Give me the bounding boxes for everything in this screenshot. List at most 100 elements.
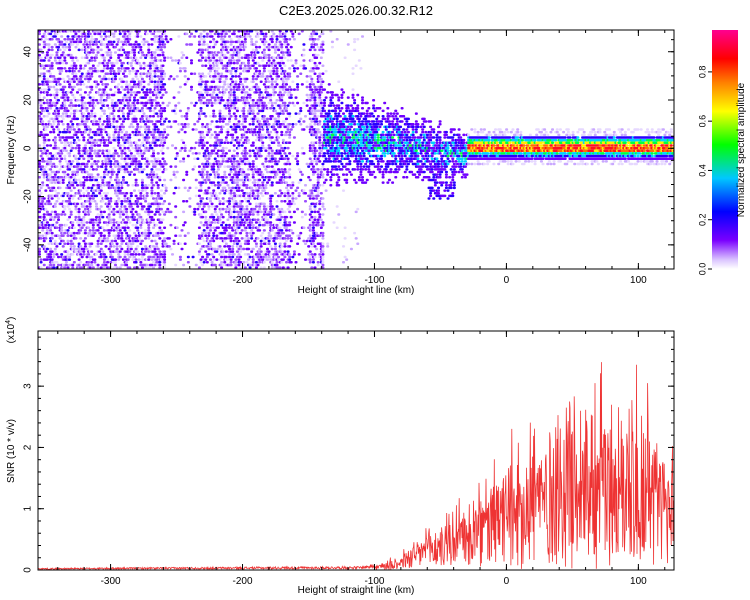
heatmap-cell: [117, 199, 121, 203]
heatmap-cell: [216, 168, 220, 171]
heatmap-cell: [247, 215, 251, 219]
heatmap-cell: [106, 154, 110, 158]
heatmap-cell: [229, 43, 233, 46]
heatmap-cell: [209, 64, 213, 68]
heatmap-cell: [72, 128, 76, 131]
heatmap-cell: [185, 43, 189, 46]
heatmap-cell: [96, 122, 100, 126]
heatmap-cell: [197, 253, 201, 256]
heatmap-cell: [52, 75, 56, 78]
heatmap-cell: [258, 261, 262, 264]
heatmap-cell: [134, 247, 138, 251]
heatmap-cell: [136, 226, 140, 230]
heatmap-cell: [147, 136, 151, 139]
heatmap-cell: [72, 234, 76, 237]
heatmap-cell: [134, 234, 138, 237]
heatmap-cell: [82, 194, 86, 198]
heatmap-cell: [240, 213, 244, 216]
heatmap-cell: [71, 59, 75, 62]
heatmap-cell: [91, 234, 95, 237]
heatmap-cell: [240, 178, 244, 182]
heatmap-cell: [243, 37, 247, 41]
heatmap-cell: [118, 229, 122, 232]
heatmap-cell: [66, 99, 70, 102]
heatmap-cell: [137, 213, 141, 216]
heatmap-cell: [254, 266, 258, 269]
heatmap-cell: [201, 237, 205, 240]
heatmap-cell: [144, 189, 148, 192]
heatmap-cell: [77, 149, 81, 152]
heatmap-cell: [242, 181, 246, 184]
heatmap-cell: [39, 91, 43, 94]
heatmap-cell: [126, 141, 130, 145]
heatmap-cell: [53, 223, 57, 227]
heatmap-cell: [102, 109, 106, 113]
heatmap-cell: [178, 258, 182, 261]
heatmap-cell: [136, 205, 140, 208]
heatmap-cell: [93, 199, 97, 203]
heatmap-cell: [239, 99, 243, 102]
heatmap-cell: [63, 157, 67, 160]
heatmap-cell: [82, 176, 86, 179]
heatmap-cell: [231, 80, 235, 83]
heatmap-cell: [158, 43, 162, 46]
heatmap-cell: [174, 205, 178, 208]
heatmap-cell: [228, 120, 232, 123]
heatmap-cell: [163, 120, 167, 123]
heatmap-cell: [112, 162, 116, 166]
heatmap-cell: [161, 53, 165, 57]
heatmap-cell: [250, 221, 254, 224]
heatmap-cell: [239, 72, 243, 75]
heatmap-cell: [80, 30, 84, 33]
heatmap-cell: [137, 43, 141, 46]
heatmap-cell: [50, 64, 54, 68]
heatmap-cell: [269, 75, 273, 78]
heatmap-cell: [269, 237, 273, 240]
heatmap-cell: [264, 32, 268, 36]
heatmap-cell: [57, 255, 61, 259]
heatmap-cell: [163, 191, 167, 195]
heatmap-cell: [256, 170, 260, 174]
heatmap-cell: [221, 45, 225, 49]
heatmap-cell: [66, 96, 70, 99]
heatmap-cell: [229, 91, 233, 94]
heatmap-cell: [76, 173, 80, 176]
heatmap-cell: [209, 226, 213, 230]
heatmap-cell: [166, 104, 170, 107]
heatmap-cell: [228, 202, 232, 206]
heatmap-cell: [177, 35, 181, 38]
heatmap-cell: [83, 229, 87, 232]
heatmap-cell: [142, 112, 146, 115]
heatmap-cell: [266, 120, 270, 123]
heatmap-cell: [218, 245, 222, 248]
heatmap-cell: [144, 184, 148, 187]
heatmap-cell: [98, 149, 102, 152]
heatmap-cell: [213, 247, 217, 251]
heatmap-cell: [202, 168, 206, 171]
heatmap-cell: [213, 207, 217, 211]
heatmap-cell: [209, 69, 213, 73]
heatmap-cell: [85, 255, 89, 259]
heatmap-cell: [164, 162, 168, 166]
heatmap-cell: [58, 130, 62, 134]
heatmap-cell: [163, 83, 167, 86]
heatmap-cell: [114, 263, 118, 267]
heatmap-cell: [104, 160, 108, 163]
heatmap-cell: [251, 173, 255, 176]
heatmap-cell: [147, 149, 151, 152]
heatmap-cell: [83, 122, 87, 126]
heatmap-cell: [115, 205, 119, 208]
heatmap-cell: [256, 226, 260, 230]
heatmap-cell: [82, 67, 86, 70]
heatmap-cell: [44, 35, 48, 38]
heatmap-cell: [69, 101, 73, 105]
heatmap-cell: [262, 51, 266, 54]
heatmap-cell: [139, 223, 143, 227]
heatmap-cell: [106, 162, 110, 166]
heatmap-cell: [125, 207, 129, 211]
heatmap-cell: [232, 189, 236, 192]
heatmap-cell: [45, 144, 49, 147]
heatmap-cell: [139, 152, 143, 155]
heatmap-cell: [49, 80, 53, 83]
heatmap-cell: [229, 69, 233, 73]
